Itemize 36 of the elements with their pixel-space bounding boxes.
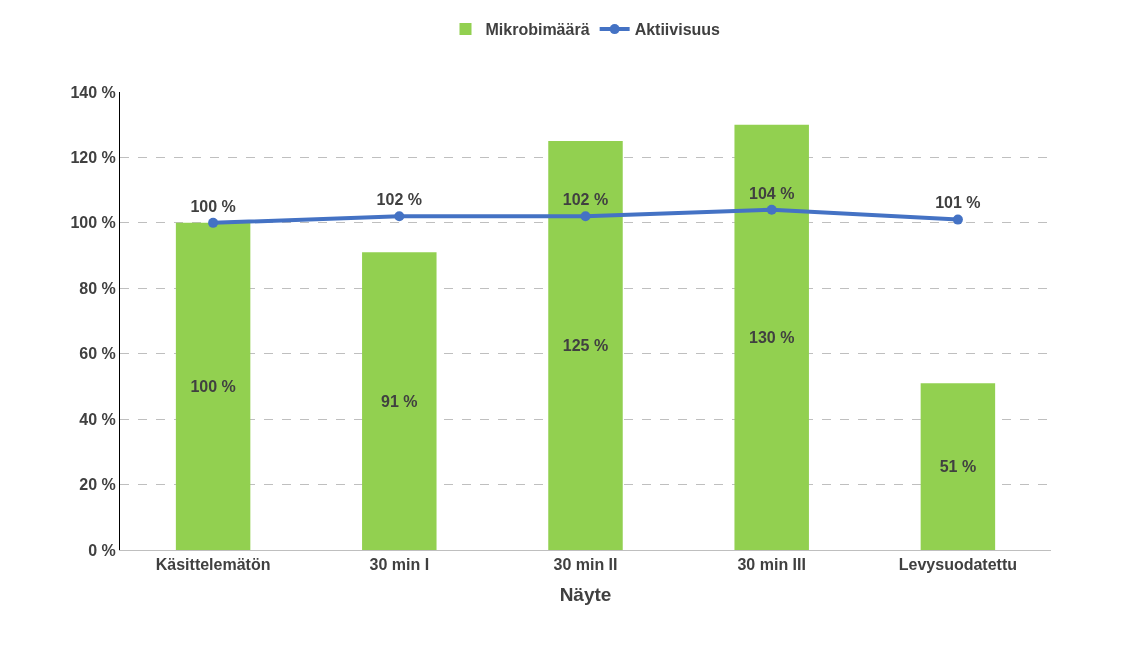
- x-tick-label: 30 min II: [553, 556, 618, 574]
- y-tick-label: 140 %: [70, 83, 116, 101]
- y-tick-label: 120 %: [70, 149, 116, 167]
- x-axis-title: Näyte: [559, 584, 612, 605]
- y-tick-label: 20 %: [79, 476, 116, 494]
- y-tick-label: 0 %: [88, 541, 116, 559]
- data-label: 101 %: [935, 194, 981, 212]
- y-tick-label: 80 %: [79, 279, 116, 297]
- point: [766, 204, 777, 215]
- bar: [362, 252, 437, 550]
- x-tick-label: 30 min III: [737, 556, 806, 574]
- data-label: 102 %: [376, 191, 422, 209]
- bar: [920, 383, 996, 550]
- data-label: 125 %: [562, 337, 609, 355]
- point: [394, 211, 405, 222]
- y-tick-label: 100 %: [70, 214, 116, 232]
- x-tick-label: 30 min I: [369, 556, 430, 574]
- point: [952, 214, 963, 225]
- x-tick-label: Käsittelemätön: [155, 556, 271, 574]
- bar: [548, 141, 623, 550]
- legend-label: Mikrobimäärä: [485, 21, 590, 39]
- point: [580, 211, 591, 222]
- bar: [734, 124, 809, 550]
- data-label: 51 %: [939, 458, 977, 476]
- bar: [175, 222, 251, 550]
- data-label: 91 %: [381, 392, 418, 410]
- data-label: 130 %: [749, 328, 795, 346]
- data-label: 102 %: [562, 191, 609, 209]
- legend-label: Aktiivisuus: [634, 21, 721, 39]
- x-tick-label: Levysuodatettu: [898, 556, 1018, 574]
- data-label: 104 %: [749, 184, 795, 202]
- data-label: 100 %: [190, 197, 236, 215]
- y-tick-label: 40 %: [79, 410, 116, 428]
- point: [208, 217, 219, 228]
- data-label: 100 %: [190, 377, 236, 395]
- y-tick-label: 60 %: [79, 345, 116, 363]
